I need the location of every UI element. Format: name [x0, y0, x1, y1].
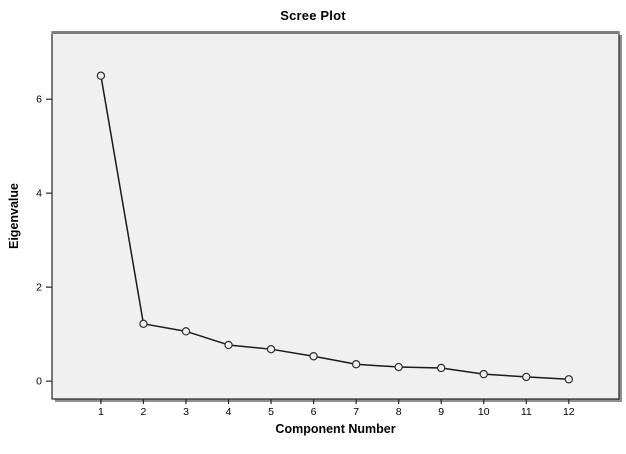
y-tick-label: 0	[36, 376, 42, 388]
y-tick-label: 2	[36, 282, 42, 294]
data-point	[522, 372, 531, 382]
data-point	[309, 352, 318, 361]
x-axis-label: Component Number	[275, 422, 396, 436]
data-point	[181, 327, 191, 336]
y-tick-label: 4	[36, 188, 42, 200]
chart-title: Scree Plot	[280, 8, 346, 23]
data-point	[224, 340, 233, 350]
x-tick-label: 9	[438, 406, 444, 418]
x-tick-label: 6	[311, 406, 317, 418]
x-tick-label: 10	[478, 406, 490, 418]
data-point	[437, 363, 446, 373]
x-tick-label: 7	[353, 406, 359, 418]
data-point	[479, 369, 488, 379]
data-point	[564, 375, 574, 384]
x-tick-label: 5	[268, 406, 274, 418]
x-tick-label: 2	[141, 406, 147, 418]
data-point	[394, 362, 403, 372]
data-point	[96, 71, 106, 80]
x-tick-label: 4	[226, 406, 232, 418]
data-point	[139, 319, 148, 329]
x-tick-label: 3	[183, 406, 189, 418]
y-axis-label: Eigenvalue	[7, 183, 21, 249]
x-tick-label: 12	[563, 406, 575, 418]
data-line	[100, 75, 569, 381]
data-point	[351, 360, 361, 369]
data-point	[266, 344, 276, 354]
x-tick-label: 8	[396, 406, 402, 418]
x-tick-label: 11	[521, 406, 532, 418]
y-tick-label: 6	[36, 94, 42, 106]
x-tick-label: 1	[98, 406, 104, 418]
plot-panel	[51, 31, 620, 400]
